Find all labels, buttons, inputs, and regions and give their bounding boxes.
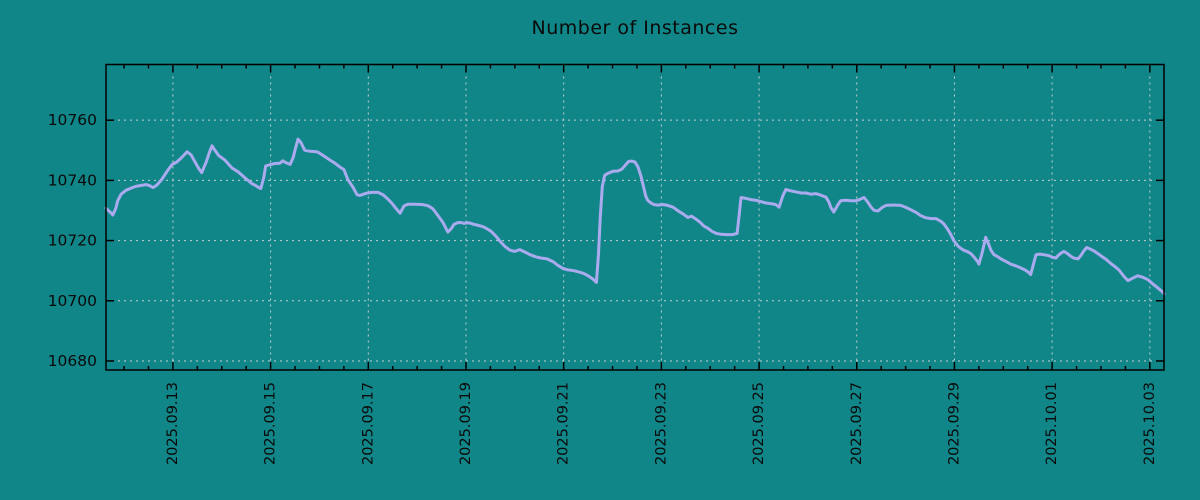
- x-tick-label: 2025.09.25: [751, 382, 767, 465]
- y-tick-label: 10680: [48, 352, 97, 370]
- y-tick-labels: 10680 10700 10720 10740 10760: [48, 111, 97, 370]
- tick-marks: [106, 64, 1164, 370]
- x-tick-label: 2025.09.29: [946, 382, 962, 465]
- x-tick-label: 2025.09.19: [458, 382, 474, 465]
- x-tick-label: 2025.09.21: [556, 382, 572, 465]
- plot-border: [105, 63, 1165, 371]
- x-tick-label: 2025.10.01: [1044, 382, 1060, 465]
- instances-line: [104, 137, 1166, 296]
- data-series: [104, 137, 1166, 296]
- x-tick-label: 2025.09.23: [653, 382, 669, 465]
- x-tick-label: 2025.09.27: [849, 382, 865, 465]
- y-tick-label: 10740: [48, 171, 97, 189]
- x-tick-labels: 2025.09.13 2025.09.15 2025.09.17 2025.09.19…: [165, 382, 1158, 465]
- y-tick-label: 10700: [48, 292, 97, 310]
- x-tick-label: 2025.09.15: [263, 382, 279, 465]
- y-tick-label: 10720: [48, 232, 97, 250]
- x-tick-label: 2025.09.13: [165, 382, 181, 465]
- y-tick-label: 10760: [48, 111, 97, 129]
- gridlines: [106, 64, 1164, 370]
- chart-title: Number of Instances: [531, 17, 739, 39]
- x-tick-label: 2025.09.17: [360, 382, 376, 465]
- x-tick-label: 2025.10.03: [1142, 382, 1158, 465]
- axes: [105, 63, 1165, 371]
